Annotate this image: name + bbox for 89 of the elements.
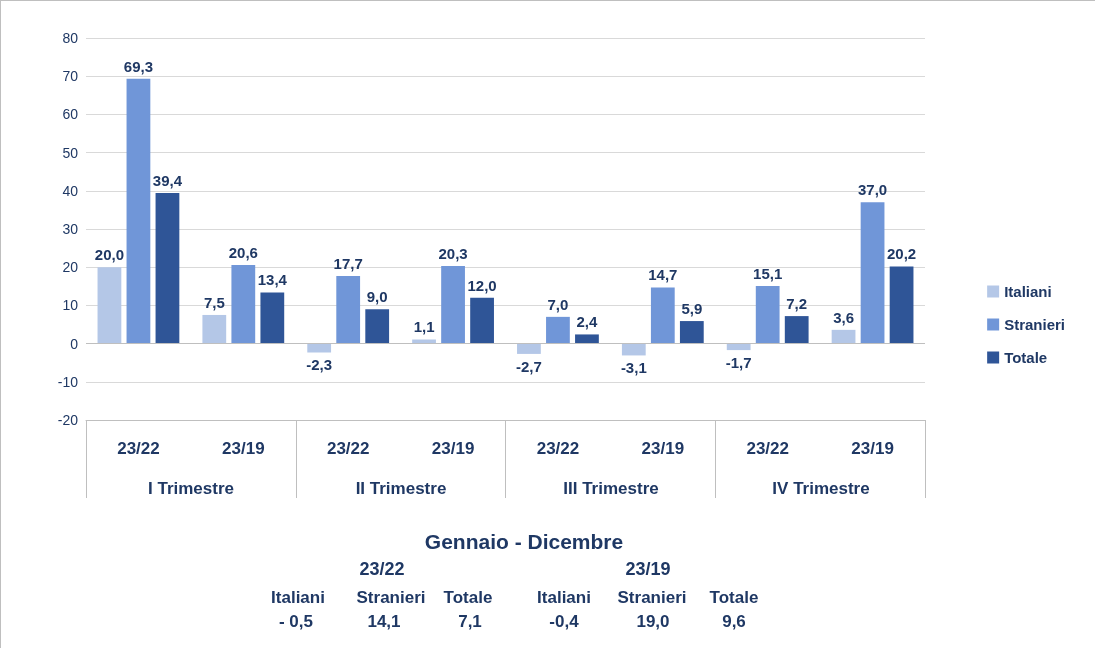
y-tick-label: 30: [62, 221, 79, 237]
x-tick-label: 23/22: [117, 439, 160, 458]
bar: [260, 292, 285, 344]
x-tick-label: 23/22: [746, 439, 789, 458]
data-label: 20,6: [228, 243, 258, 261]
data-label: 15,1: [753, 264, 783, 282]
text: 19,0: [636, 611, 670, 631]
bar: [97, 267, 122, 344]
bar: [784, 316, 809, 344]
y-tick-label: 0: [70, 335, 79, 352]
y-tick-label: 20: [62, 259, 79, 276]
bar: [621, 343, 646, 356]
text: Italiani: [537, 587, 591, 607]
data-label: 14,7: [648, 266, 678, 284]
bar: [155, 193, 180, 344]
data-label: 20,0: [94, 246, 125, 264]
data-label: -2,7: [516, 357, 542, 375]
data-label: -3,1: [620, 359, 647, 377]
bar: [889, 266, 914, 344]
text: 23/22: [359, 559, 405, 579]
bar: [650, 287, 675, 344]
text: I Trimestre: [148, 478, 234, 498]
bar: [365, 309, 390, 344]
bar: [679, 321, 704, 344]
data-label: 69,3: [123, 57, 154, 75]
text: 23/19: [625, 559, 671, 579]
bar: [307, 343, 332, 353]
data-label: 2,4: [576, 313, 599, 331]
data-label: 7,5: [203, 293, 225, 311]
data-label: 5,9: [681, 300, 703, 318]
text: 14,1: [367, 611, 401, 631]
data-label: 39,4: [152, 172, 183, 190]
y-tick-label: 40: [62, 182, 79, 199]
data-label: 7,0: [547, 295, 569, 313]
data-label: 1,1: [413, 318, 435, 336]
data-label: 20,2: [886, 245, 917, 263]
x-tick-label: 23/19: [431, 439, 475, 458]
bar: [860, 202, 885, 344]
y-tick-label: 50: [62, 144, 79, 161]
bar: [726, 343, 751, 351]
y-tick-label: 80: [62, 30, 79, 46]
text: Italiani: [271, 587, 325, 607]
text: -0,4: [549, 611, 580, 631]
text: II Trimestre: [355, 478, 447, 498]
bar: [470, 297, 494, 344]
bar: [336, 275, 361, 344]
y-tick-label: -20: [57, 412, 79, 428]
legend-label: Totale: [1004, 349, 1048, 366]
text: IV Trimestre: [772, 478, 870, 498]
x-tick-label: 23/19: [851, 439, 894, 458]
bar: [412, 339, 436, 344]
x-tick-label: 23/22: [536, 439, 580, 458]
data-label: -2,3: [306, 356, 333, 374]
bar: [126, 78, 151, 344]
y-tick-label: 60: [62, 106, 79, 123]
text: - 0,5: [278, 611, 314, 631]
data-label: 20,3: [438, 245, 468, 263]
bar: [231, 264, 256, 344]
data-label: 12,0: [467, 276, 497, 294]
bar: [202, 314, 227, 344]
x-tick-label: 23/22: [326, 439, 370, 458]
data-label: 3,6: [833, 308, 854, 326]
y-tick-label: 10: [62, 297, 79, 314]
text: Stranieri: [356, 587, 426, 607]
y-tick-label: -10: [57, 373, 79, 390]
legend-label: Italiani: [1004, 283, 1052, 300]
x-tick-label: 23/19: [641, 439, 685, 458]
data-label: -1,7: [725, 354, 752, 372]
text: 7,1: [458, 611, 482, 631]
bar: [575, 334, 599, 344]
legend-label: Stranieri: [1004, 316, 1065, 333]
text: Stranieri: [617, 587, 687, 607]
text: 9,6: [722, 611, 746, 631]
bar: [546, 316, 570, 344]
data-label: 37,0: [857, 181, 888, 199]
bar: [755, 285, 780, 344]
x-tick-label: 23/19: [222, 439, 265, 458]
y-tick-label: 70: [62, 68, 79, 85]
data-label: 13,4: [257, 271, 288, 289]
text: Gennaio - Dicembre: [424, 529, 624, 553]
bar: [831, 329, 856, 344]
bar: [517, 343, 541, 354]
data-label: 7,2: [786, 295, 808, 313]
text: III Trimestre: [563, 478, 659, 498]
text: Totale: [443, 587, 493, 607]
text: Totale: [709, 587, 759, 607]
data-label: 9,0: [366, 288, 388, 306]
bar: [441, 266, 465, 344]
data-label: 17,7: [333, 254, 363, 272]
